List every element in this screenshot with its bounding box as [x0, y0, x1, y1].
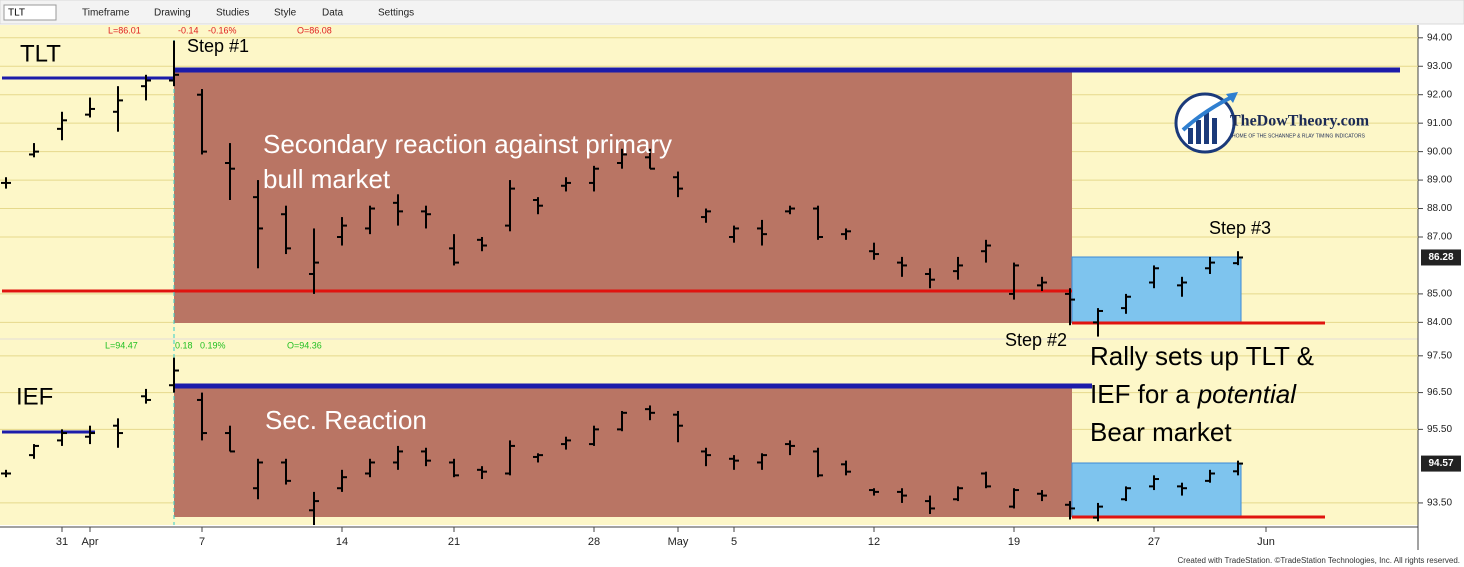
last-price-box — [1421, 455, 1461, 472]
y-tick-label: 94.00 — [1427, 32, 1452, 43]
footer: Created with TradeStation. ©TradeStation… — [1178, 556, 1461, 565]
toolbar-item[interactable]: Settings — [378, 8, 414, 19]
x-tick-label: 12 — [868, 536, 880, 548]
x-tick-label: Apr — [81, 536, 98, 548]
x-tick-label: 7 — [199, 536, 205, 548]
step-label: Step #1 — [187, 36, 249, 56]
annotation: Sec. Reaction — [265, 405, 427, 435]
logo: TheDowTheory.com HOME OF THE SCHANNEP & … — [1174, 92, 1370, 154]
x-tick-label: 28 — [588, 536, 600, 548]
last-price-label: 86.28 — [1428, 252, 1453, 263]
x-tick-label: 5 — [731, 536, 737, 548]
header-readout: 0.18 — [175, 340, 193, 350]
toolbar-item[interactable]: Style — [274, 8, 297, 19]
x-tick-label: May — [668, 536, 689, 548]
header-readout: -0.16% — [208, 25, 237, 35]
y-tick-label: 90.00 — [1427, 146, 1452, 157]
y-tick-label: 93.00 — [1427, 61, 1452, 72]
price-axis — [1418, 25, 1464, 525]
annotation: Secondary reaction against primary — [263, 129, 672, 159]
y-tick-label: 97.50 — [1427, 350, 1452, 361]
x-tick-label: 31 — [56, 536, 68, 548]
reaction-box — [174, 70, 1072, 323]
step-label: Step #3 — [1209, 218, 1271, 238]
symbol-input[interactable]: TLT — [8, 8, 25, 19]
header-readout: L=86.01 — [108, 25, 141, 35]
x-tick-label: 27 — [1148, 536, 1160, 548]
x-tick-label: 19 — [1008, 536, 1020, 548]
header-readout: 0.19% — [200, 340, 226, 350]
y-tick-label: 95.50 — [1427, 424, 1452, 435]
symbol-box[interactable] — [3, 4, 57, 21]
last-price-box — [1421, 249, 1461, 266]
y-tick-label: 89.00 — [1427, 175, 1452, 186]
y-tick-label: 91.00 — [1427, 118, 1452, 129]
annotation-part: IEF for a — [1090, 379, 1190, 409]
reaction-box — [174, 386, 1072, 517]
annotation: Bear market — [1090, 417, 1232, 447]
header-readout: -0.14 — [178, 25, 199, 35]
y-tick-label: 93.50 — [1427, 498, 1452, 509]
header-readout: L=94.47 — [105, 340, 138, 350]
toolbar-item[interactable]: Timeframe — [82, 8, 130, 19]
header-readout: O=94.36 — [287, 340, 322, 350]
toolbar — [0, 0, 1464, 25]
symbol-label: IEF — [16, 383, 53, 410]
y-tick-label: 88.00 — [1427, 203, 1452, 214]
logo-subtitle: HOME OF THE SCHANNEP & RLAY TIMING INDIC… — [1232, 133, 1366, 139]
x-tick-label: Jun — [1257, 536, 1275, 548]
x-tick-label: 14 — [336, 536, 348, 548]
annotation: Rally sets up TLT & — [1090, 341, 1314, 371]
toolbar-item[interactable]: Studies — [216, 8, 249, 19]
panel-tlt: 94.00 93.00 92.00 91.00 90.00 89.00 88.00 87.00… — [0, 25, 1461, 350]
y-tick-label: 96.50 — [1427, 387, 1452, 398]
x-tick-label: 21 — [448, 536, 460, 548]
y-tick-label: 87.00 — [1427, 232, 1452, 243]
last-price-label: 94.57 — [1428, 458, 1453, 469]
y-tick-label: 92.00 — [1427, 89, 1452, 100]
toolbar-item[interactable]: Drawing — [154, 8, 191, 19]
toolbar-item[interactable]: Data — [322, 8, 344, 19]
annotation-emphasis: potential — [1197, 379, 1298, 409]
annotation: IEF for a potential — [1090, 379, 1297, 409]
step-label: Step #2 — [1005, 330, 1067, 350]
y-tick-label: 85.00 — [1427, 289, 1452, 300]
symbol-label: TLT — [20, 40, 61, 67]
y-tick-label: 84.00 — [1427, 317, 1452, 328]
annotation: bull market — [263, 164, 391, 194]
rally-box — [1071, 462, 1242, 518]
logo-title: TheDowTheory.com — [1230, 113, 1370, 130]
header-readout: O=86.08 — [297, 25, 332, 35]
